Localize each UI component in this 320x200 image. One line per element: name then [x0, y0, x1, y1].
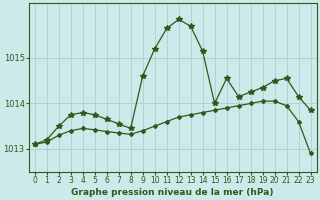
X-axis label: Graphe pression niveau de la mer (hPa): Graphe pression niveau de la mer (hPa) — [71, 188, 274, 197]
